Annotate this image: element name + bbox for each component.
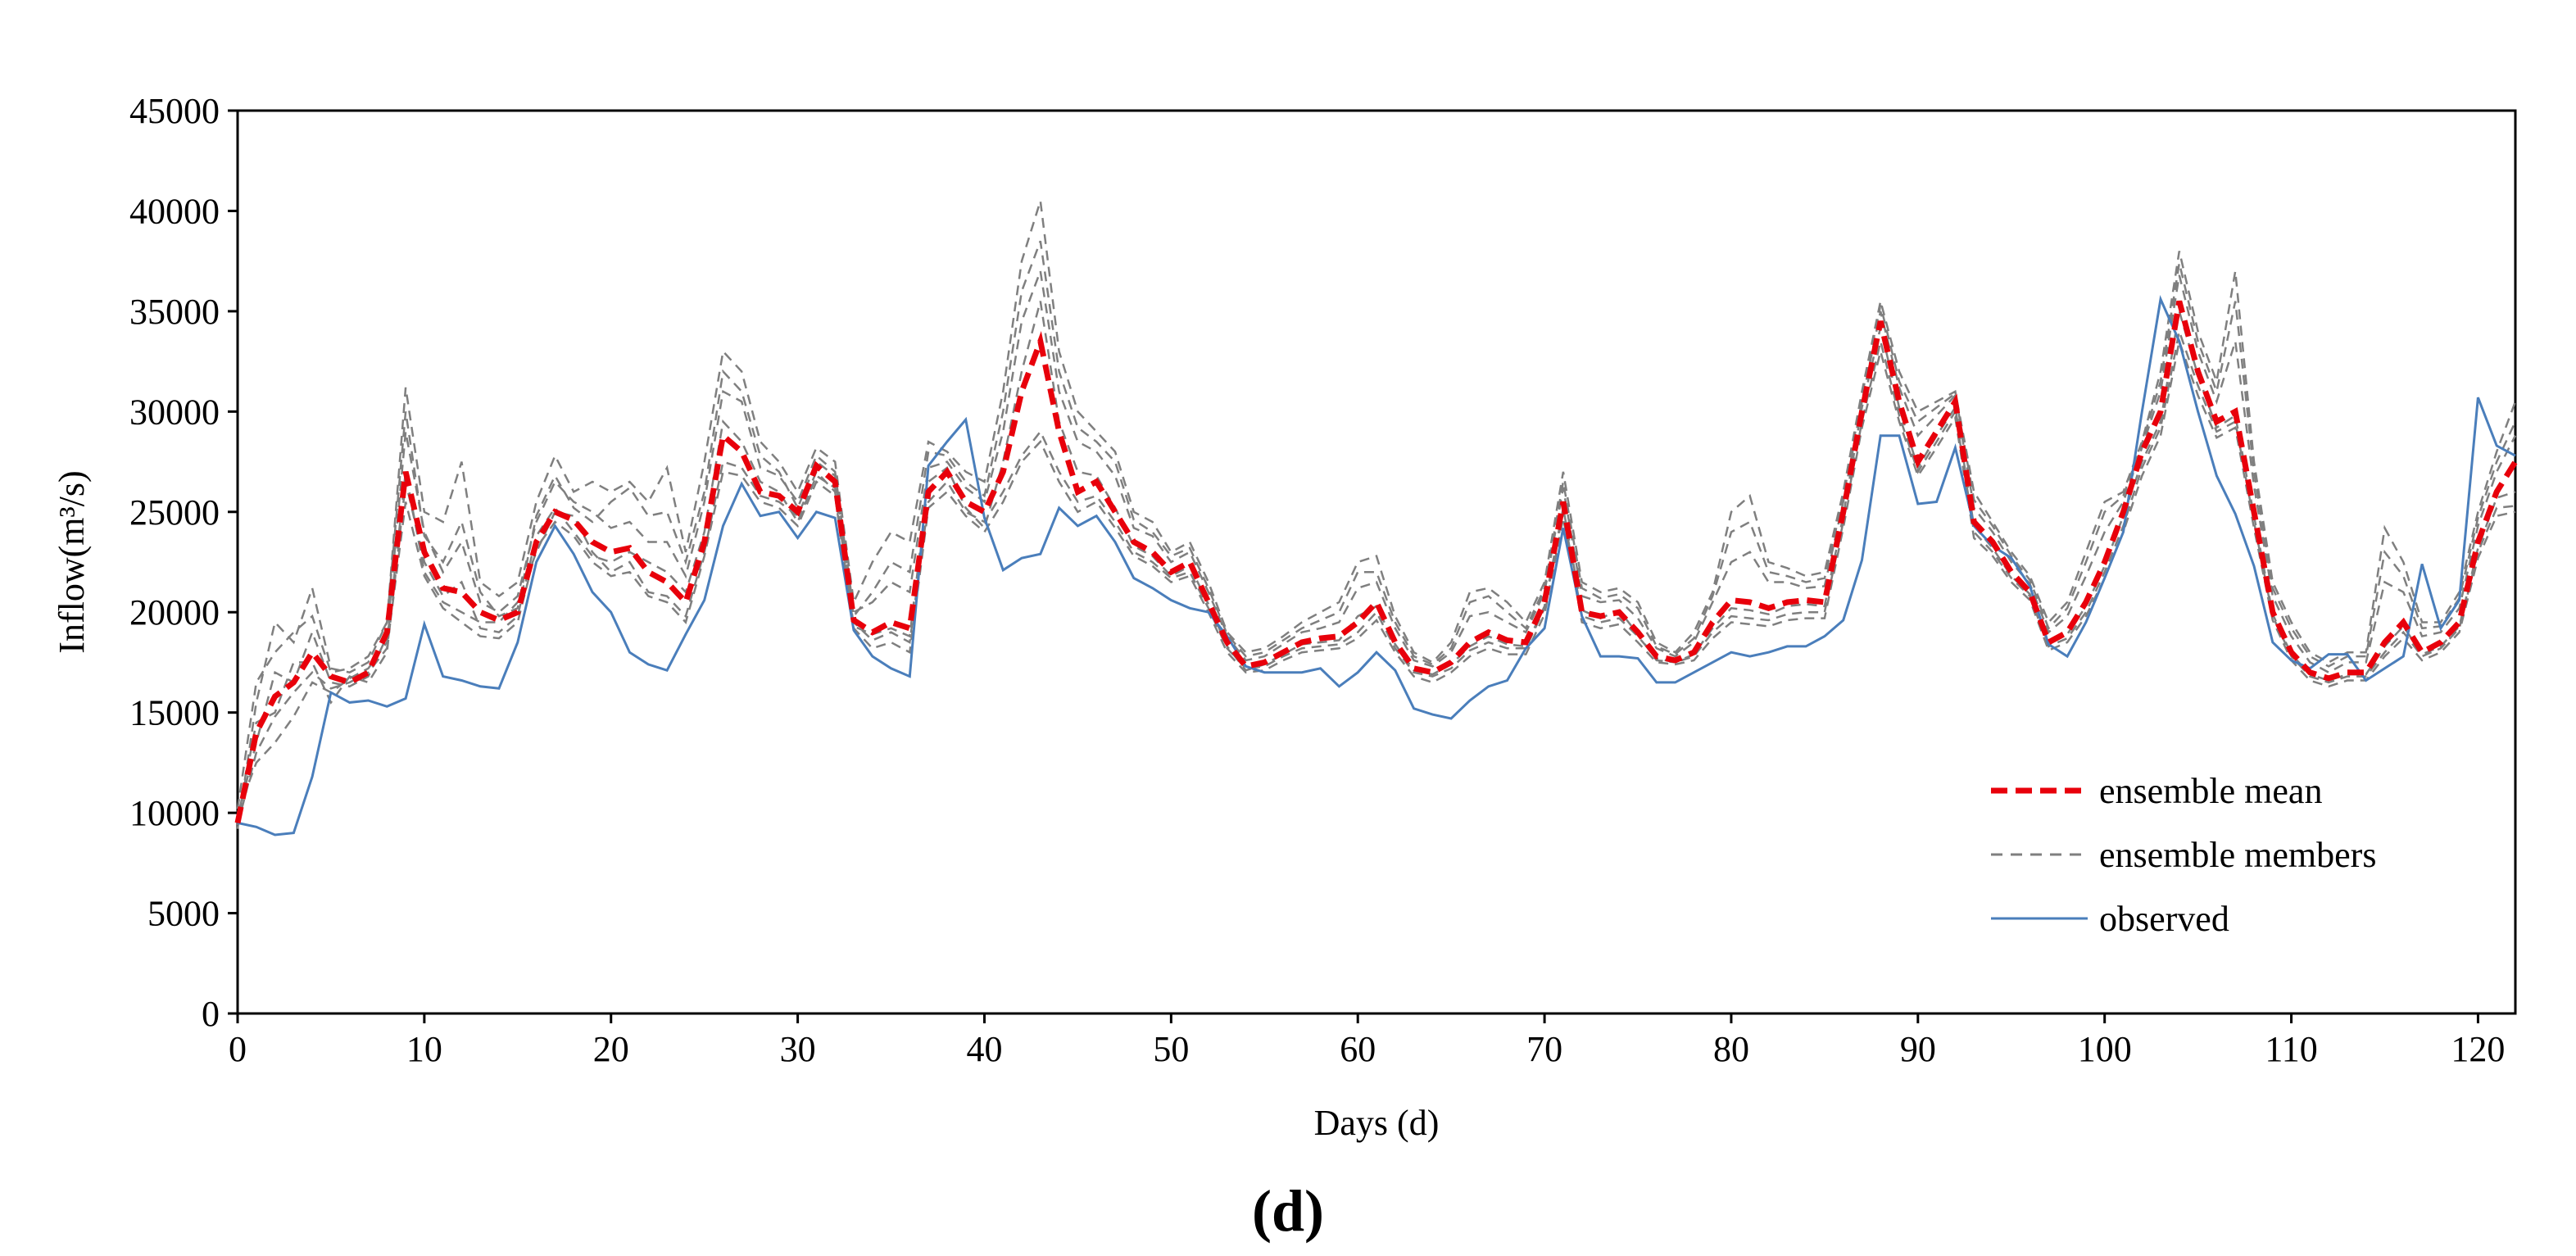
x-tick-label: 40: [966, 1029, 1002, 1069]
y-tick-label: 30000: [129, 392, 220, 432]
y-tick-label: 35000: [129, 292, 220, 332]
legend: ensemble mean ensemble members observed: [1991, 771, 2376, 939]
x-tick-label: 20: [593, 1029, 629, 1069]
observed-line: [237, 295, 2516, 837]
y-tick-label: 25000: [129, 492, 220, 533]
x-tick-label: 30: [780, 1029, 816, 1069]
x-tick-label: 100: [2078, 1029, 2132, 1069]
x-tick-label: 10: [406, 1029, 442, 1069]
x-tick-label: 120: [2451, 1029, 2505, 1069]
ensemble-member-line: [236, 327, 2516, 814]
y-axis-label: Inflow(m³/s): [52, 470, 92, 653]
y-axis-ticks: 0 5000 10000 15000 20000 25000 30000 35000 40000…: [129, 91, 238, 1034]
ensemble-member-line: [236, 240, 2517, 809]
y-tick-label: 20000: [129, 592, 220, 633]
x-tick-label: 110: [2265, 1029, 2317, 1069]
x-axis-label: Days (d): [1314, 1103, 1440, 1143]
x-tick-label: 50: [1153, 1029, 1189, 1069]
y-tick-label: 10000: [129, 793, 220, 833]
main-series-lines: [234, 295, 2518, 837]
x-tick-label: 70: [1526, 1029, 1562, 1069]
y-tick-label: 15000: [129, 693, 220, 733]
x-tick-label: 80: [1713, 1029, 1749, 1069]
x-tick-label: 60: [1340, 1029, 1376, 1069]
plot-area: [236, 109, 2517, 1015]
y-tick-label: 45000: [129, 91, 220, 131]
y-tick-label: 0: [202, 994, 220, 1034]
ensemble-mean-line: [234, 300, 2518, 824]
x-axis-ticks: 0 10 20 30 40 50 60 70 80 90 100 110 120: [229, 1013, 2505, 1069]
panel-label: (d): [1252, 1178, 1324, 1244]
legend-label-ensemble-mean: ensemble mean: [2099, 771, 2322, 811]
legend-label-ensemble-members: ensemble members: [2099, 835, 2376, 875]
x-tick-label: 0: [229, 1029, 247, 1069]
y-tick-label: 40000: [129, 191, 220, 231]
ensemble-member-line: [236, 337, 2516, 826]
legend-label-observed: observed: [2099, 899, 2229, 939]
y-tick-label: 5000: [147, 894, 220, 934]
x-tick-label: 90: [1900, 1029, 1936, 1069]
